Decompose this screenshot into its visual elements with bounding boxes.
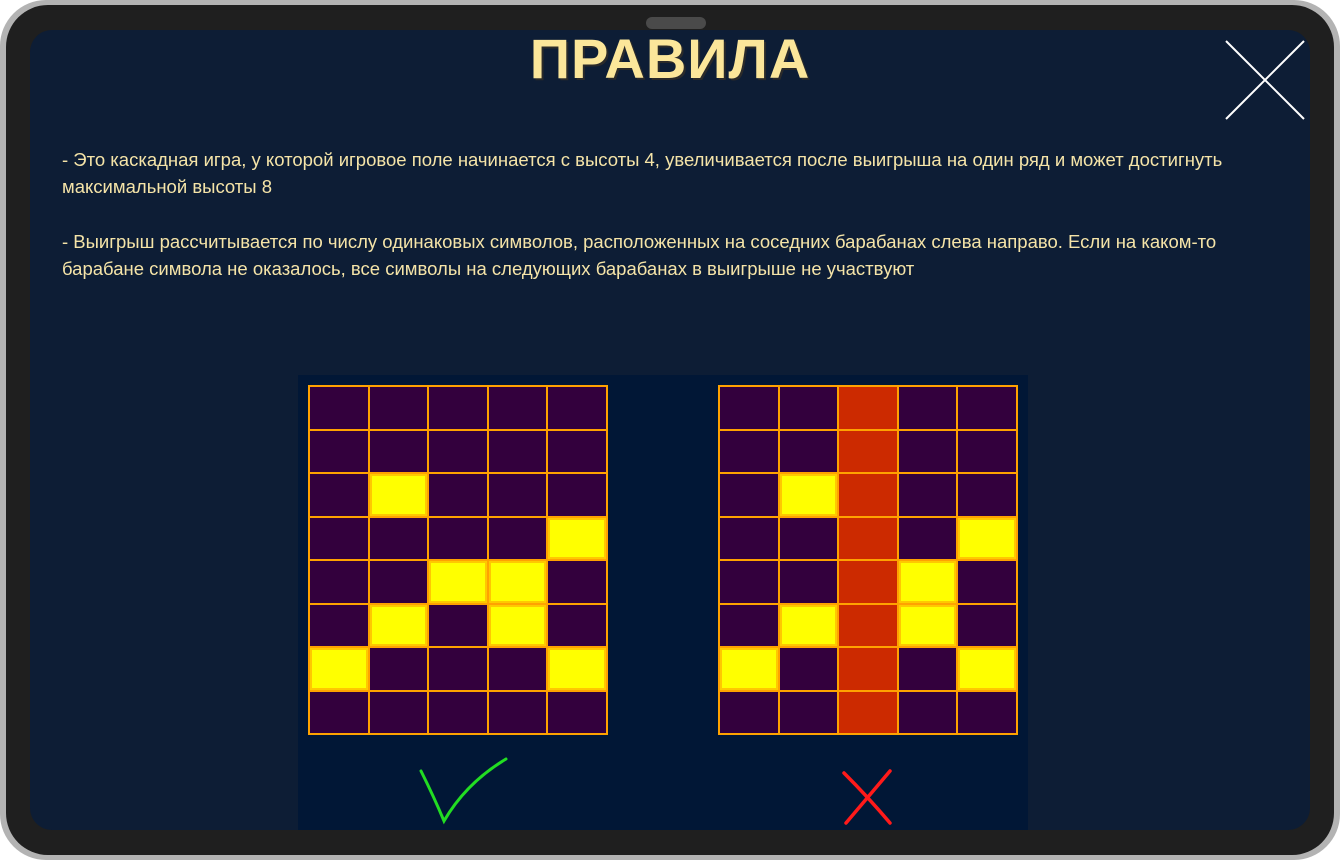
empty-cell bbox=[488, 387, 547, 429]
cross-icon bbox=[842, 769, 892, 825]
empty-cell bbox=[488, 648, 547, 690]
empty-cell bbox=[958, 691, 1016, 733]
empty-cell bbox=[548, 604, 606, 646]
empty-cell bbox=[369, 430, 428, 472]
symbol-cell bbox=[369, 604, 428, 646]
missing-reel-cell bbox=[839, 474, 897, 516]
symbol-cell bbox=[898, 561, 957, 603]
empty-cell bbox=[958, 387, 1016, 429]
symbol-cell bbox=[488, 561, 547, 603]
empty-cell bbox=[779, 691, 838, 733]
empty-cell bbox=[548, 691, 606, 733]
empty-cell bbox=[898, 517, 957, 559]
empty-cell bbox=[429, 648, 487, 690]
close-button[interactable] bbox=[1225, 40, 1305, 120]
symbol-cell bbox=[958, 517, 1016, 559]
example-grid-wrong bbox=[718, 385, 1018, 735]
empty-cell bbox=[429, 517, 487, 559]
empty-cell bbox=[488, 474, 547, 516]
empty-cell bbox=[898, 430, 957, 472]
empty-cell bbox=[369, 691, 428, 733]
symbol-cell bbox=[779, 474, 838, 516]
missing-reel-cell bbox=[839, 561, 897, 603]
symbol-cell bbox=[488, 604, 547, 646]
empty-cell bbox=[310, 387, 368, 429]
empty-cell bbox=[429, 387, 487, 429]
empty-cell bbox=[720, 561, 778, 603]
empty-cell bbox=[548, 561, 606, 603]
example-grid-correct bbox=[308, 385, 608, 735]
empty-cell bbox=[720, 517, 778, 559]
empty-cell bbox=[369, 517, 428, 559]
rules-illustration bbox=[298, 375, 1028, 830]
rule-paragraph-1: - Это каскадная игра, у которой игровое … bbox=[62, 149, 1223, 197]
missing-reel-cell bbox=[839, 604, 897, 646]
empty-cell bbox=[548, 387, 606, 429]
rule-paragraph-2: - Выигрыш рассчитывается по числу одинак… bbox=[62, 231, 1217, 279]
empty-cell bbox=[488, 430, 547, 472]
empty-cell bbox=[779, 561, 838, 603]
symbol-cell bbox=[958, 648, 1016, 690]
empty-cell bbox=[779, 430, 838, 472]
empty-cell bbox=[720, 430, 778, 472]
empty-cell bbox=[720, 474, 778, 516]
rules-screen: ПРАВИЛА - Это каскадная игра, у которой … bbox=[30, 30, 1310, 830]
empty-cell bbox=[720, 387, 778, 429]
missing-reel-cell bbox=[839, 691, 897, 733]
symbol-cell bbox=[429, 561, 487, 603]
empty-cell bbox=[369, 561, 428, 603]
empty-cell bbox=[898, 387, 957, 429]
empty-cell bbox=[720, 691, 778, 733]
empty-cell bbox=[369, 648, 428, 690]
empty-cell bbox=[310, 604, 368, 646]
symbol-cell bbox=[310, 648, 368, 690]
empty-cell bbox=[488, 691, 547, 733]
empty-cell bbox=[958, 604, 1016, 646]
empty-cell bbox=[958, 474, 1016, 516]
empty-cell bbox=[548, 430, 606, 472]
empty-cell bbox=[958, 430, 1016, 472]
page-title: ПРАВИЛА bbox=[529, 30, 811, 90]
empty-cell bbox=[310, 430, 368, 472]
symbol-cell bbox=[548, 648, 606, 690]
symbol-cell bbox=[898, 604, 957, 646]
empty-cell bbox=[898, 691, 957, 733]
empty-cell bbox=[310, 561, 368, 603]
empty-cell bbox=[548, 474, 606, 516]
empty-cell bbox=[720, 604, 778, 646]
symbol-cell bbox=[369, 474, 428, 516]
symbol-cell bbox=[779, 604, 838, 646]
empty-cell bbox=[779, 387, 838, 429]
empty-cell bbox=[779, 517, 838, 559]
camera-notch bbox=[646, 17, 706, 29]
missing-reel-cell bbox=[839, 387, 897, 429]
close-x-icon bbox=[1225, 40, 1305, 120]
empty-cell bbox=[310, 517, 368, 559]
symbol-cell bbox=[720, 648, 778, 690]
missing-reel-cell bbox=[839, 517, 897, 559]
missing-reel-cell bbox=[839, 430, 897, 472]
empty-cell bbox=[429, 691, 487, 733]
empty-cell bbox=[429, 430, 487, 472]
missing-reel-cell bbox=[839, 648, 897, 690]
checkmark-icon bbox=[419, 757, 508, 825]
empty-cell bbox=[429, 604, 487, 646]
empty-cell bbox=[310, 691, 368, 733]
empty-cell bbox=[310, 474, 368, 516]
empty-cell bbox=[779, 648, 838, 690]
empty-cell bbox=[898, 648, 957, 690]
empty-cell bbox=[488, 517, 547, 559]
empty-cell bbox=[429, 474, 487, 516]
empty-cell bbox=[958, 561, 1016, 603]
empty-cell bbox=[898, 474, 957, 516]
empty-cell bbox=[369, 387, 428, 429]
symbol-cell bbox=[548, 517, 606, 559]
